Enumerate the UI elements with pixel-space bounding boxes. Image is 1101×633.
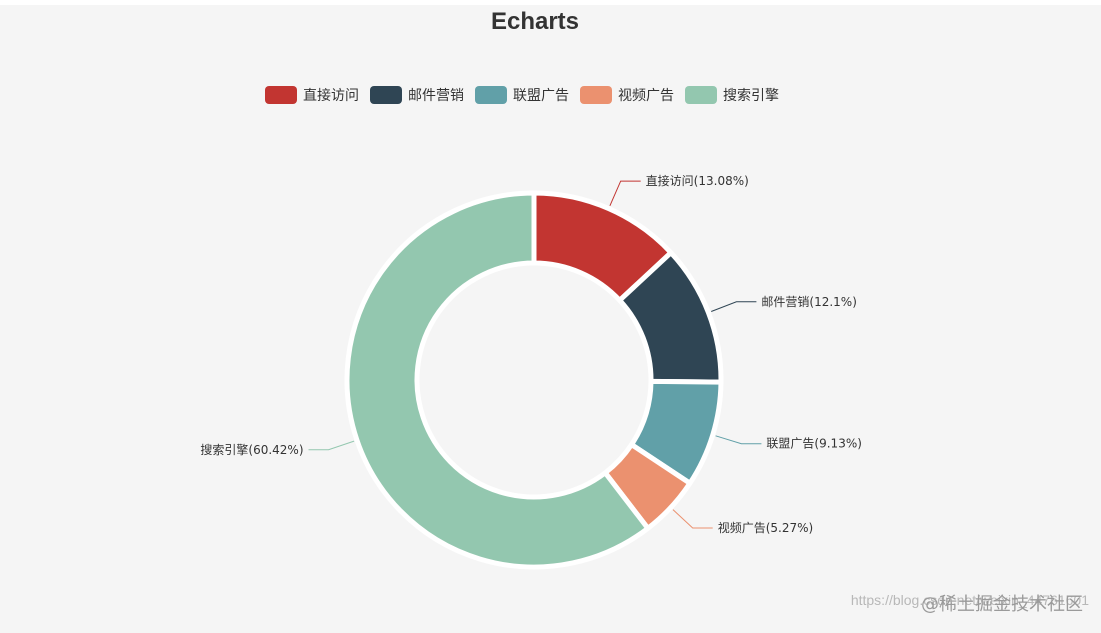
legend-item[interactable]: 视频广告 (580, 85, 674, 105)
label-leader-line (711, 301, 757, 312)
label-leader-line (308, 440, 355, 451)
legend-swatch (475, 86, 507, 104)
label-leader-line (609, 180, 641, 207)
legend-label: 直接访问 (303, 88, 359, 104)
chart-canvas: Echarts 直接访问 邮件营销 联盟广告 视频广告 搜索引擎 直接访问(13.08%… (0, 5, 1101, 633)
slice-label: 视频广告(5.27%) (718, 520, 814, 535)
chart-title: Echarts (490, 8, 580, 35)
legend-swatch (265, 86, 297, 104)
slice-label: 邮件营销(12.1%) (761, 295, 857, 309)
slice-label: 联盟广告(9.13%) (766, 437, 862, 451)
legend-swatch (370, 86, 402, 104)
legend-item[interactable]: 搜索引擎 (685, 85, 779, 105)
legend-label: 视频广告 (618, 88, 674, 104)
legend-item[interactable]: 邮件营销 (370, 85, 464, 105)
slice-label: 直接访问(13.08%) (646, 173, 749, 188)
watermark-text: @稀土掘金技术社区 (921, 594, 1083, 615)
legend-item[interactable]: 直接访问 (265, 85, 359, 105)
watermark-url: https://blog.csdn.net/weixin_44761601 (850, 592, 1089, 608)
legend-swatch (580, 86, 612, 104)
pie-slice[interactable] (344, 190, 651, 570)
legend-label: 搜索引擎 (723, 88, 779, 104)
donut-chart: 直接访问(13.08%) 邮件营销(12.1%) 联盟广告(9.13%) 视频广告(5… (200, 173, 862, 570)
legend-item[interactable]: 联盟广告 (475, 85, 569, 105)
label-leader-line (715, 435, 762, 445)
legend-label: 邮件营销 (408, 88, 464, 104)
slice-label: 搜索引擎(60.42%) (200, 442, 303, 457)
legend-swatch (685, 86, 717, 104)
label-leader-line (672, 509, 713, 529)
legend-label: 联盟广告 (513, 88, 569, 104)
chart-legend: 直接访问 邮件营销 联盟广告 视频广告 搜索引擎 (265, 85, 790, 105)
